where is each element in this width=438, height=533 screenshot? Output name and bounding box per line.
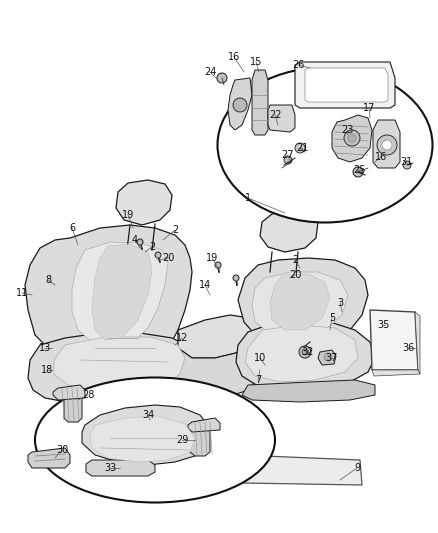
Text: 35: 35 [377,320,389,330]
Text: 36: 36 [402,343,414,353]
Text: 16: 16 [228,52,240,62]
Polygon shape [260,210,318,252]
Circle shape [233,275,239,281]
Polygon shape [72,242,168,346]
Polygon shape [415,312,420,374]
Polygon shape [92,244,152,340]
Text: 19: 19 [206,253,218,263]
Text: 18: 18 [41,365,53,375]
Text: 30: 30 [56,445,68,455]
Text: 23: 23 [341,125,353,135]
Circle shape [233,98,247,112]
Polygon shape [190,422,210,456]
Ellipse shape [35,377,275,503]
Text: 22: 22 [269,110,281,120]
Circle shape [324,353,332,361]
Text: 29: 29 [176,435,188,445]
Text: 7: 7 [255,375,261,385]
Polygon shape [373,120,400,168]
Polygon shape [295,62,395,108]
Circle shape [344,130,360,146]
Text: 34: 34 [142,410,154,420]
Polygon shape [240,455,362,485]
Text: 26: 26 [292,60,304,70]
Text: 25: 25 [354,165,366,175]
Polygon shape [252,272,348,338]
Polygon shape [238,258,368,348]
Polygon shape [82,405,210,465]
Circle shape [299,346,311,358]
Circle shape [155,252,161,258]
Polygon shape [178,315,260,358]
Polygon shape [120,390,168,420]
Polygon shape [25,225,192,365]
Circle shape [353,167,363,177]
Text: 9: 9 [354,463,360,473]
Circle shape [348,134,356,142]
Text: 2: 2 [172,225,178,235]
Polygon shape [165,342,260,400]
Polygon shape [28,448,70,468]
Text: 32: 32 [302,347,314,357]
Text: 8: 8 [45,275,51,285]
Text: 21: 21 [296,143,308,153]
Text: 17: 17 [363,103,375,113]
Polygon shape [228,78,252,130]
Circle shape [217,73,227,83]
Circle shape [403,161,411,169]
Polygon shape [270,274,330,330]
Text: 1: 1 [245,193,251,203]
Text: 13: 13 [39,343,51,353]
Polygon shape [28,333,205,405]
Circle shape [377,135,397,155]
Polygon shape [305,68,388,102]
Text: 3: 3 [337,298,343,308]
Polygon shape [90,416,195,462]
Text: 24: 24 [204,67,216,77]
Text: 12: 12 [176,333,188,343]
Polygon shape [122,415,182,430]
Polygon shape [188,418,220,432]
Polygon shape [245,325,358,382]
Polygon shape [370,310,418,370]
Polygon shape [236,320,375,390]
Circle shape [382,140,392,150]
Ellipse shape [218,68,432,222]
Polygon shape [372,370,420,376]
Circle shape [284,156,292,164]
Polygon shape [86,460,155,476]
Text: 20: 20 [162,253,174,263]
Polygon shape [54,337,185,393]
Text: 20: 20 [289,270,301,280]
Polygon shape [53,385,85,400]
Text: 2: 2 [149,242,155,252]
Text: 16: 16 [375,152,387,162]
Text: 15: 15 [250,57,262,67]
Polygon shape [268,105,295,132]
Text: 19: 19 [122,210,134,220]
Polygon shape [332,115,372,162]
Text: 10: 10 [254,353,266,363]
Circle shape [295,143,305,153]
Polygon shape [116,180,172,225]
Text: 4: 4 [132,235,138,245]
Text: 6: 6 [69,223,75,233]
Text: 2: 2 [292,255,298,265]
Circle shape [137,239,143,245]
Text: 37: 37 [326,353,338,363]
Text: 27: 27 [281,150,293,160]
Polygon shape [318,350,336,365]
Text: 33: 33 [104,463,116,473]
Text: 5: 5 [329,313,335,323]
Circle shape [302,349,308,355]
Circle shape [215,262,221,268]
Text: 11: 11 [16,288,28,298]
Text: 28: 28 [82,390,94,400]
Polygon shape [242,380,375,402]
Text: 14: 14 [199,280,211,290]
Text: 31: 31 [400,157,412,167]
Polygon shape [252,70,268,135]
Polygon shape [64,388,82,422]
